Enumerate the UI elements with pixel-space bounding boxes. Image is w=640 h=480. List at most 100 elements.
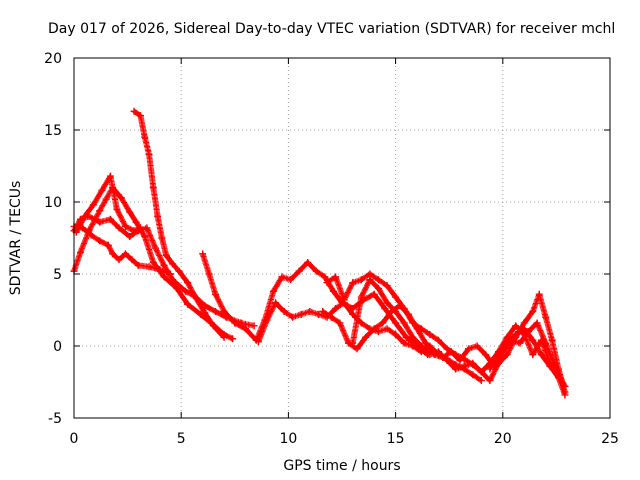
data-point <box>280 307 288 315</box>
data-point <box>323 279 331 287</box>
series-trace <box>349 276 568 394</box>
data-point <box>113 205 121 213</box>
data-point <box>495 348 503 356</box>
data-point <box>126 208 134 216</box>
series-trace <box>255 299 484 383</box>
data-point <box>121 250 129 258</box>
data-point <box>126 233 134 241</box>
data-point <box>254 338 262 346</box>
y-tick-label: 0 <box>53 339 62 355</box>
data-point <box>96 237 104 245</box>
data-point <box>329 287 337 295</box>
x-tick-label: 15 <box>387 431 405 447</box>
series-trace <box>324 271 568 397</box>
data-point <box>306 307 314 315</box>
series-track-g <box>254 299 485 385</box>
data-point <box>289 313 297 321</box>
data-point <box>199 250 207 258</box>
data-point <box>184 279 192 287</box>
data-point <box>115 256 123 264</box>
data-point <box>130 227 138 235</box>
data-point <box>145 263 153 271</box>
data-point <box>537 336 545 344</box>
data-point <box>145 150 153 158</box>
data-point <box>456 356 464 364</box>
y-tick-label: 15 <box>44 123 62 139</box>
data-point <box>383 325 391 333</box>
data-point <box>136 224 144 232</box>
data-point <box>417 342 425 350</box>
data-point <box>212 307 220 315</box>
data-point <box>143 224 151 232</box>
data-point <box>181 287 189 295</box>
data-point <box>464 345 472 353</box>
data-point <box>379 319 387 327</box>
data-point <box>392 319 400 327</box>
data-point <box>370 290 378 298</box>
data-point <box>128 256 136 264</box>
data-point <box>220 333 228 341</box>
data-point <box>392 330 400 338</box>
data-point <box>242 325 250 333</box>
series-track-e <box>130 107 228 341</box>
data-point <box>383 299 391 307</box>
data-point <box>81 212 89 220</box>
data-point <box>357 276 365 284</box>
data-point <box>546 359 554 367</box>
plot-frame <box>73 57 611 419</box>
data-point <box>353 345 361 353</box>
x-tick-label: 25 <box>601 431 619 447</box>
data-point <box>96 207 104 215</box>
data-point <box>166 270 174 278</box>
x-axis-label: GPS time / hours <box>283 458 400 474</box>
data-point <box>426 330 434 338</box>
data-point <box>381 305 389 313</box>
data-point <box>115 224 123 232</box>
data-point <box>349 279 357 287</box>
y-tick-label: 20 <box>44 51 62 67</box>
data-point <box>503 333 511 341</box>
data-point <box>160 273 168 281</box>
data-point <box>512 333 520 341</box>
axis-ticks: 0 5 10 15 20 25 -5 0 5 10 15 20 <box>44 51 619 447</box>
data-point <box>535 290 543 298</box>
series-track-j <box>349 276 569 396</box>
data-point <box>156 266 164 274</box>
data-point <box>374 328 382 336</box>
data-point <box>332 305 340 313</box>
data-point <box>201 309 209 317</box>
data-point <box>212 290 220 298</box>
series-track-f <box>199 250 432 359</box>
data-point <box>312 267 320 275</box>
data-point <box>160 261 168 269</box>
data-point <box>482 351 490 359</box>
data-point <box>314 310 322 318</box>
x-tick-label: 10 <box>279 431 297 447</box>
data-point <box>477 368 485 376</box>
data-point <box>477 377 485 385</box>
data-point <box>149 184 157 192</box>
data-point <box>169 260 177 268</box>
data-point <box>173 284 181 292</box>
data-point <box>357 319 365 327</box>
data-point <box>134 261 142 269</box>
data-point <box>272 299 280 307</box>
data-point <box>362 333 370 341</box>
data-point <box>409 333 417 341</box>
data-point <box>130 107 138 115</box>
data-point <box>263 316 271 324</box>
data-point <box>269 287 277 295</box>
data-point <box>529 351 537 359</box>
data-point <box>520 330 528 338</box>
series-track-c <box>70 222 174 278</box>
data-point <box>250 322 258 330</box>
data-point <box>205 270 213 278</box>
data-point <box>400 319 408 327</box>
data-point <box>374 284 382 292</box>
data-point <box>141 233 149 241</box>
data-point <box>96 218 104 226</box>
data-point <box>473 342 481 350</box>
y-axis-label: SDTVAR / TECUs <box>8 181 24 296</box>
data-point <box>304 258 312 266</box>
